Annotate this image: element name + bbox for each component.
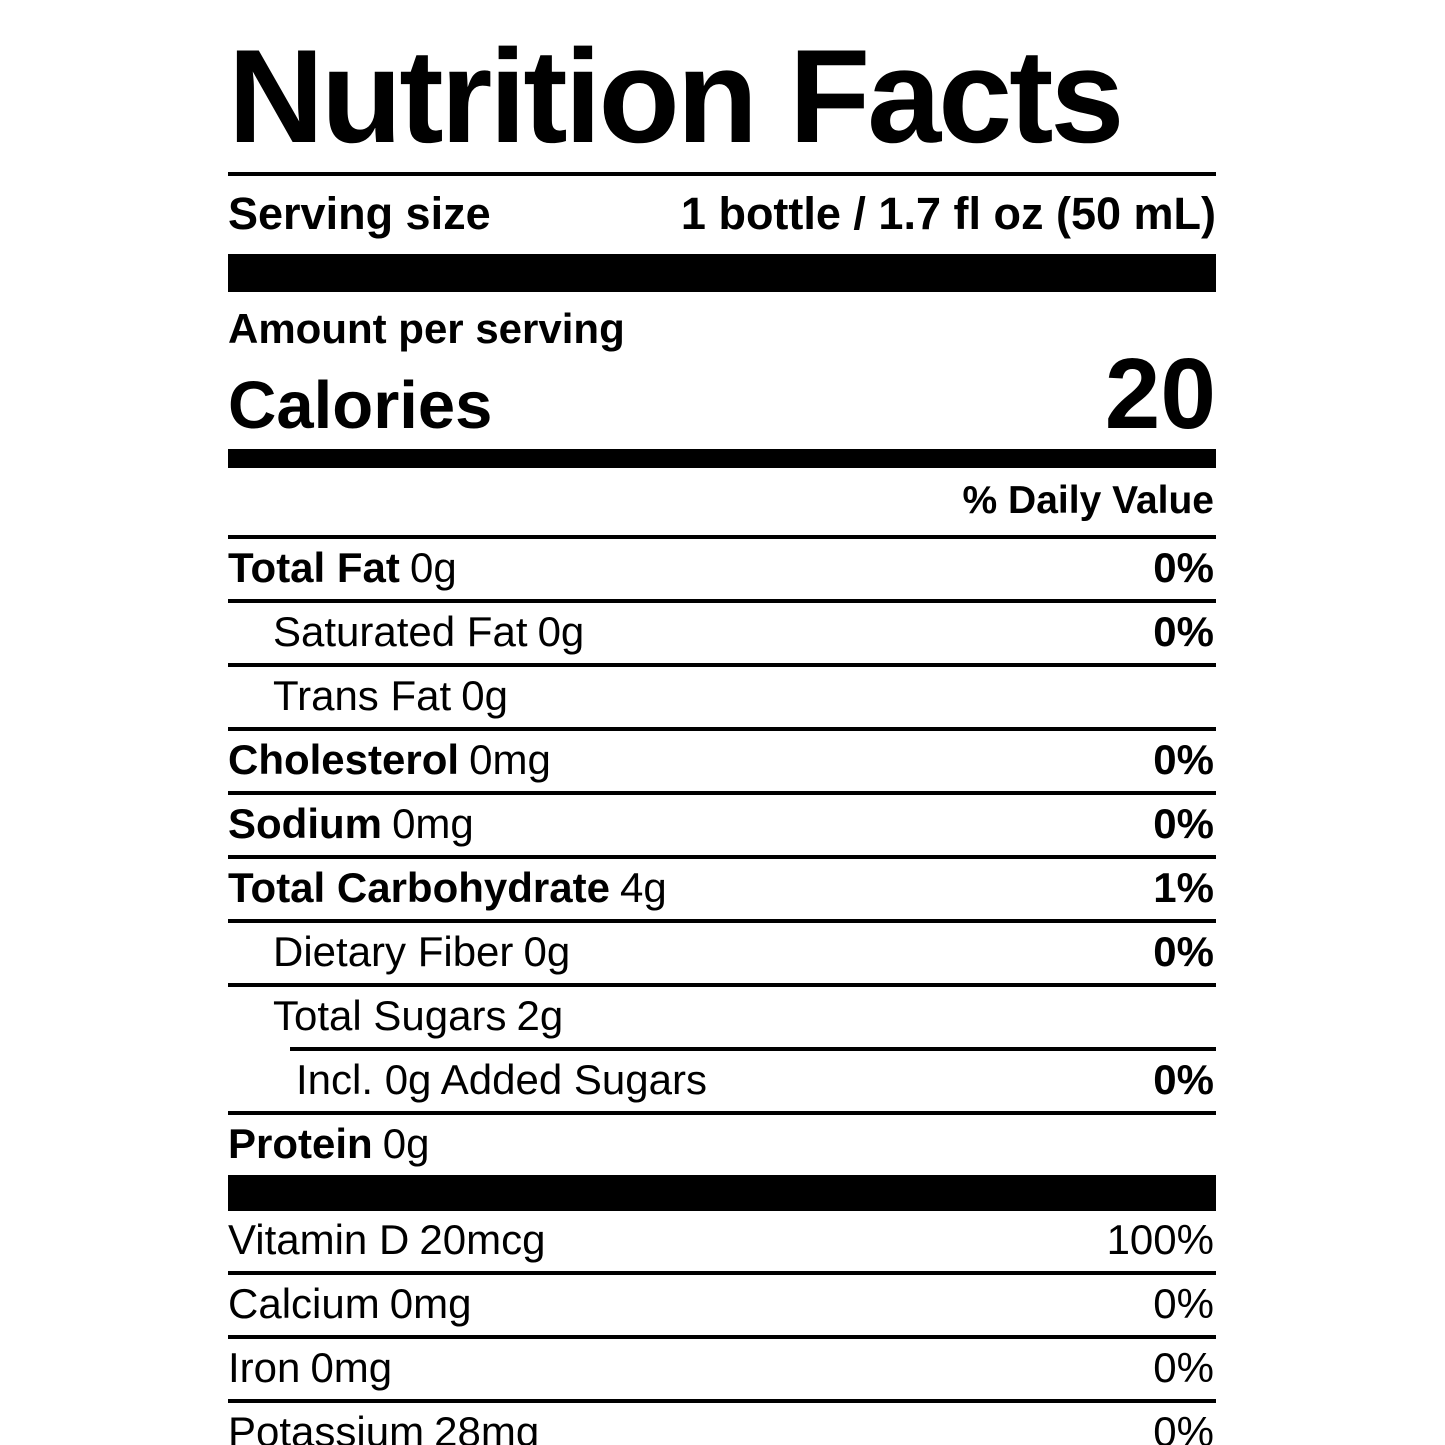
nutrient-name: Incl. 0g Added Sugars xyxy=(296,1056,707,1104)
vitamin-amount: 0mg xyxy=(389,1280,472,1328)
nutrients-section: Total Fat 0g 0% Saturated Fat 0g 0% Tran… xyxy=(228,539,1216,1175)
nutrient-daily-value: 1% xyxy=(1153,864,1214,912)
serving-size-row: Serving size 1 bottle / 1.7 fl oz (50 mL… xyxy=(228,176,1216,254)
vitamin-row-iron: Iron 0mg 0% xyxy=(228,1339,1216,1404)
nutrient-name: Sodium xyxy=(228,800,382,848)
vitamin-row-calcium: Calcium 0mg 0% xyxy=(228,1275,1216,1340)
vitamin-daily-value: 0% xyxy=(1153,1344,1214,1392)
nutrient-row-saturated-fat: Saturated Fat 0g 0% xyxy=(228,603,1216,668)
nutrient-row-sodium: Sodium 0mg 0% xyxy=(228,795,1216,860)
serving-size-label: Serving size xyxy=(228,188,491,240)
added-sugars-separator xyxy=(290,1047,1216,1052)
nutrient-name: Dietary Fiber xyxy=(273,928,514,976)
vitamin-daily-value: 0% xyxy=(1153,1408,1214,1445)
nutrition-facts-label: Nutrition Facts Serving size 1 bottle / … xyxy=(228,28,1216,1445)
nutrient-daily-value: 0% xyxy=(1153,1056,1214,1104)
nutrient-row-cholesterol: Cholesterol 0mg 0% xyxy=(228,731,1216,796)
vitamin-amount: 20mcg xyxy=(419,1216,546,1264)
nutrient-amount: 0g xyxy=(409,544,457,592)
vitamin-name: Potassium xyxy=(228,1408,425,1445)
vitamin-name: Vitamin D xyxy=(228,1216,410,1264)
nutrient-name: Saturated Fat xyxy=(273,608,528,656)
serving-size-value: 1 bottle / 1.7 fl oz (50 mL) xyxy=(680,188,1216,240)
nutrient-daily-value: 0% xyxy=(1153,928,1214,976)
vitamin-name: Calcium xyxy=(228,1280,380,1328)
nutrient-amount: 0g xyxy=(382,1120,430,1168)
vitamin-daily-value: 0% xyxy=(1153,1280,1214,1328)
amount-per-serving-label: Amount per serving xyxy=(228,305,625,353)
nutrient-row-total-sugars: Total Sugars 2g xyxy=(228,987,1216,1047)
nutrient-name: Protein xyxy=(228,1120,373,1168)
vitamin-row-potassium: Potassium 28mg 0% xyxy=(228,1403,1216,1445)
nutrient-row-added-sugars: Incl. 0g Added Sugars 0% xyxy=(228,1051,1216,1116)
nutrient-row-trans-fat: Trans Fat 0g xyxy=(228,667,1216,732)
nutrient-name: Cholesterol xyxy=(228,736,460,784)
nutrient-amount: 4g xyxy=(620,864,667,912)
nutrient-name: Total Carbohydrate xyxy=(228,864,610,912)
calories-value: 20 xyxy=(1104,338,1216,451)
vitamins-divider-bar xyxy=(228,1175,1216,1212)
vitamin-name: Iron xyxy=(228,1344,301,1392)
daily-value-header: % Daily Value xyxy=(228,468,1216,540)
nutrient-daily-value: 0% xyxy=(1153,544,1214,592)
nutrient-row-total-fat: Total Fat 0g 0% xyxy=(228,539,1216,604)
vitamins-section: Vitamin D 20mcg 100% Calcium 0mg 0% Iron… xyxy=(228,1211,1216,1445)
nutrient-amount: 0g xyxy=(537,608,585,656)
calories-label: Calories xyxy=(228,368,493,444)
nutrient-amount: 0g xyxy=(523,928,571,976)
label-title: Nutrition Facts xyxy=(228,23,1124,171)
nutrient-amount: 0mg xyxy=(392,800,474,848)
nutrient-amount: 0mg xyxy=(469,736,551,784)
vitamin-amount: 28mg xyxy=(434,1408,540,1445)
nutrient-amount: 0g xyxy=(461,672,508,720)
nutrient-name: Total Fat xyxy=(228,544,400,592)
thick-divider-bar xyxy=(228,254,1216,293)
vitamin-amount: 0mg xyxy=(310,1344,393,1392)
vitamin-row-vitamin-d: Vitamin D 20mcg 100% xyxy=(228,1211,1216,1276)
nutrient-row-total-carbohydrate: Total Carbohydrate 4g 1% xyxy=(228,859,1216,924)
nutrient-daily-value: 0% xyxy=(1153,608,1214,656)
nutrient-name: Total Sugars xyxy=(273,992,507,1040)
nutrient-daily-value: 0% xyxy=(1153,736,1214,784)
vitamin-daily-value: 100% xyxy=(1106,1216,1214,1264)
nutrient-row-protein: Protein 0g xyxy=(228,1115,1216,1175)
nutrient-daily-value: 0% xyxy=(1153,800,1214,848)
nutrient-row-dietary-fiber: Dietary Fiber 0g 0% xyxy=(228,923,1216,988)
nutrient-name: Trans Fat xyxy=(273,672,452,720)
medium-divider-bar xyxy=(228,449,1216,469)
title-underline xyxy=(228,172,1216,177)
nutrient-amount: 2g xyxy=(516,992,564,1040)
calories-row: Calories 20 xyxy=(228,338,1216,451)
